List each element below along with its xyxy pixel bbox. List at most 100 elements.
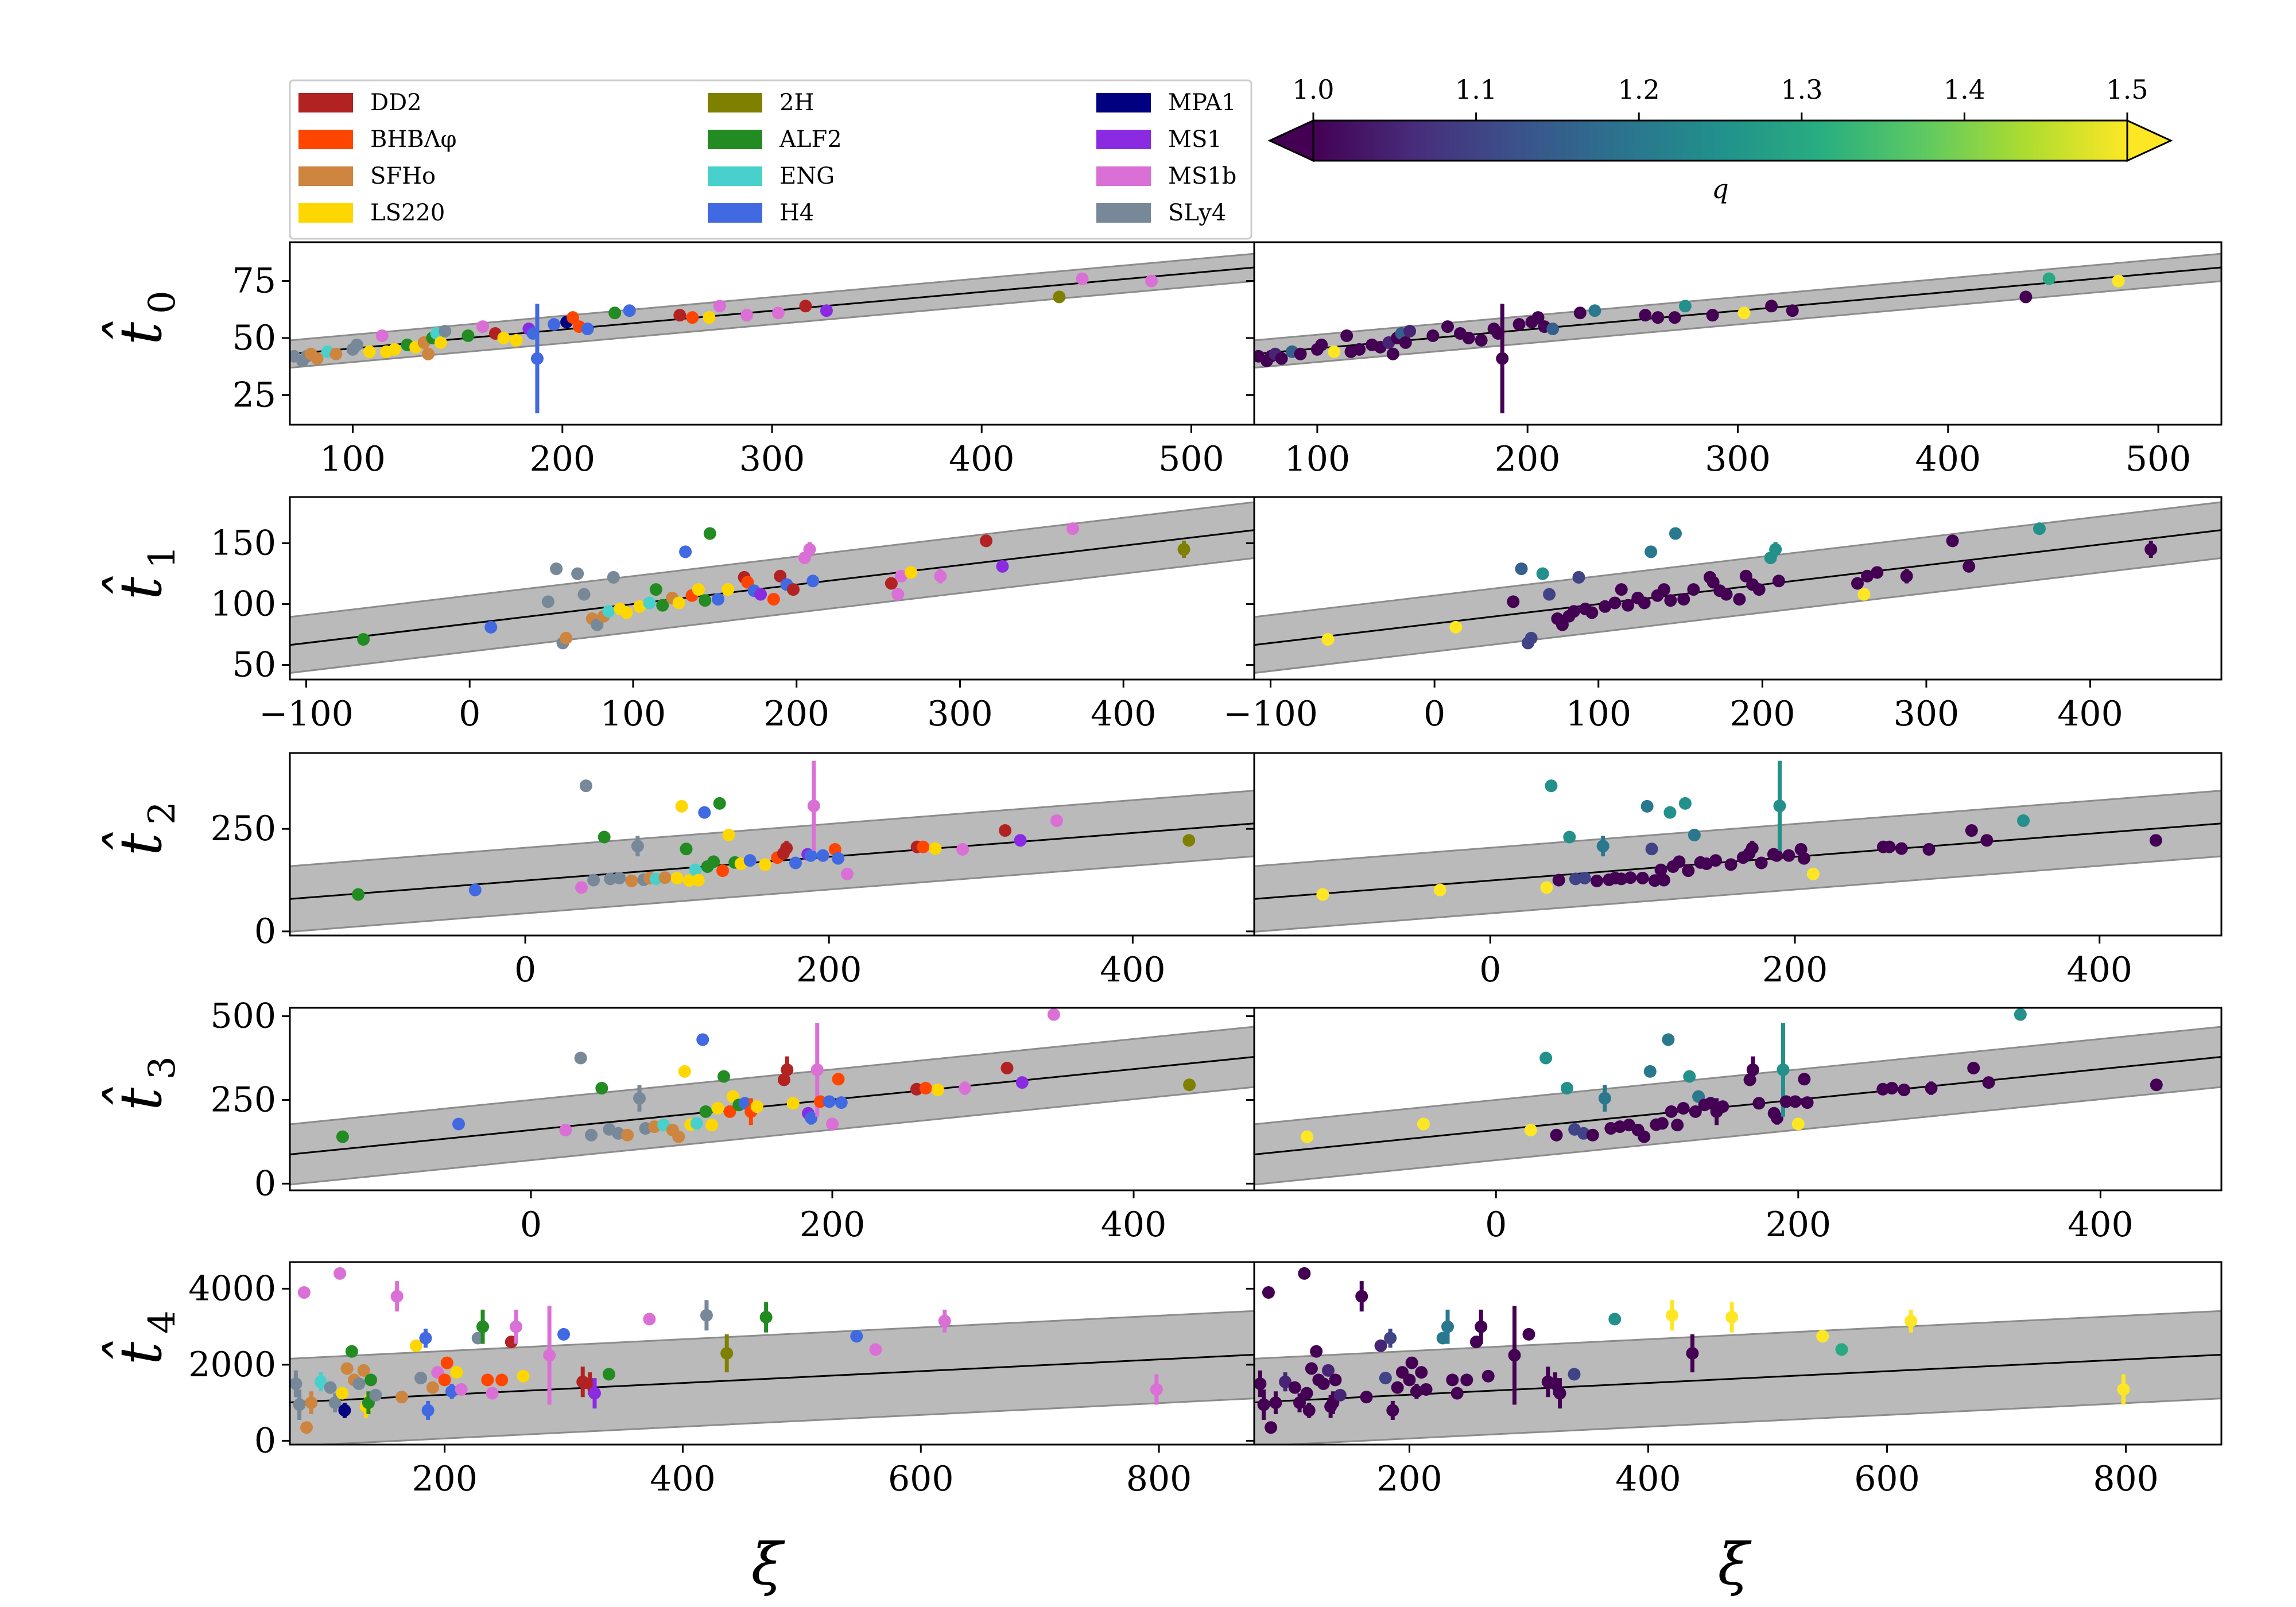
data-point bbox=[980, 534, 993, 548]
data-point bbox=[476, 1320, 489, 1333]
x-tick-label: 200 bbox=[530, 439, 596, 479]
data-point bbox=[2017, 814, 2030, 827]
data-point bbox=[1678, 797, 1692, 810]
data-point bbox=[1596, 840, 1609, 853]
data-point bbox=[633, 1092, 646, 1105]
colorbar-tick-label: 1.3 bbox=[1781, 74, 1822, 105]
fit-line bbox=[1254, 1056, 2221, 1155]
data-point bbox=[1047, 1008, 1060, 1021]
data-point bbox=[329, 347, 343, 360]
data-point bbox=[1586, 1128, 1599, 1142]
data-point bbox=[803, 543, 816, 556]
fit-line bbox=[290, 1056, 1254, 1155]
data-point bbox=[1639, 309, 1652, 322]
data-point bbox=[1857, 588, 1871, 601]
panel-1-q: −100 0 100 200 300 400 bbox=[1223, 496, 2223, 734]
data-point bbox=[759, 858, 772, 871]
data-point bbox=[1585, 606, 1599, 619]
data-point bbox=[1553, 1387, 1566, 1400]
data-point bbox=[722, 828, 735, 841]
data-point bbox=[1752, 1097, 1766, 1110]
data-point bbox=[698, 806, 711, 819]
data-point bbox=[1922, 843, 1936, 856]
data-point bbox=[643, 596, 656, 610]
data-point bbox=[690, 1117, 703, 1130]
legend-swatch bbox=[298, 203, 353, 223]
panel-4-q: 200 400 600 800 bbox=[1246, 1261, 2223, 1499]
data-point bbox=[1905, 1314, 1918, 1327]
data-point bbox=[1525, 631, 1538, 645]
legend-label: LS220 bbox=[370, 200, 445, 226]
data-point bbox=[1663, 806, 1677, 819]
data-point bbox=[680, 843, 693, 856]
data-point bbox=[1608, 596, 1622, 610]
x-tick-label: 400 bbox=[2068, 1205, 2134, 1245]
x-tick-label: 800 bbox=[1126, 1459, 1192, 1499]
legend-label: MS1b bbox=[1168, 163, 1236, 189]
x-tick-label: 600 bbox=[888, 1459, 954, 1499]
x-tick-label: 300 bbox=[927, 694, 993, 734]
data-point bbox=[395, 1391, 408, 1404]
data-point bbox=[692, 583, 705, 596]
data-point bbox=[643, 1313, 656, 1326]
data-point bbox=[1572, 570, 1585, 584]
x-tick-label: 200 bbox=[412, 1459, 478, 1499]
data-point bbox=[328, 1396, 342, 1410]
legend-label: MPA1 bbox=[1168, 90, 1236, 116]
data-point bbox=[712, 593, 725, 606]
x-tick-label: 400 bbox=[1101, 1205, 1167, 1245]
data-point bbox=[806, 575, 820, 588]
x-tick-label: 400 bbox=[1615, 1459, 1681, 1499]
data-point bbox=[390, 1290, 404, 1303]
data-point bbox=[1310, 1345, 1323, 1358]
data-point bbox=[1254, 1377, 1267, 1390]
data-point bbox=[700, 1309, 713, 1322]
x-tick-label: 500 bbox=[1158, 439, 1224, 479]
data-point bbox=[696, 1033, 709, 1046]
data-point bbox=[1739, 569, 1752, 583]
ylabel-symbol: t̂ bbox=[102, 1086, 174, 1111]
data-point bbox=[1770, 1111, 1783, 1124]
data-point bbox=[293, 1398, 306, 1411]
data-point bbox=[850, 1330, 863, 1343]
data-point bbox=[1496, 352, 1509, 365]
data-point bbox=[1257, 1398, 1270, 1411]
data-point bbox=[364, 1373, 378, 1387]
data-point bbox=[621, 1128, 634, 1142]
data-point bbox=[740, 309, 754, 322]
data-point bbox=[1300, 1387, 1313, 1400]
data-point bbox=[718, 1070, 730, 1083]
axes-frame bbox=[1253, 752, 2223, 937]
data-point bbox=[1269, 1396, 1282, 1410]
data-point bbox=[2149, 834, 2162, 847]
data-point bbox=[1746, 1063, 1759, 1076]
data-point bbox=[692, 874, 705, 887]
data-point bbox=[956, 843, 969, 856]
data-point bbox=[1182, 834, 1196, 847]
data-point bbox=[1076, 272, 1089, 285]
data-point bbox=[1403, 1373, 1416, 1387]
data-point bbox=[591, 618, 604, 631]
data-point bbox=[1683, 1070, 1696, 1083]
data-point bbox=[1316, 888, 1329, 901]
data-point bbox=[333, 1267, 347, 1280]
data-point bbox=[577, 588, 591, 601]
colorbar-extend-high bbox=[2126, 119, 2173, 162]
data-point bbox=[1475, 1320, 1488, 1333]
legend-swatch bbox=[298, 130, 353, 149]
data-point bbox=[1399, 336, 1412, 349]
data-point bbox=[1669, 527, 1682, 540]
data-point bbox=[1460, 1373, 1473, 1387]
colorbar-tick-label: 1.4 bbox=[1944, 74, 1985, 105]
data-point bbox=[840, 867, 854, 880]
data-point bbox=[1560, 1082, 1573, 1095]
data-point bbox=[672, 596, 685, 610]
data-point bbox=[455, 1383, 468, 1396]
x-tick-label: 400 bbox=[949, 439, 1015, 479]
data-point bbox=[1709, 854, 1723, 867]
data-point bbox=[1654, 863, 1667, 876]
data-point bbox=[450, 1366, 463, 1379]
data-point bbox=[338, 1404, 351, 1417]
x-tick-label: 200 bbox=[1766, 1205, 1832, 1245]
data-point bbox=[1301, 1130, 1314, 1143]
